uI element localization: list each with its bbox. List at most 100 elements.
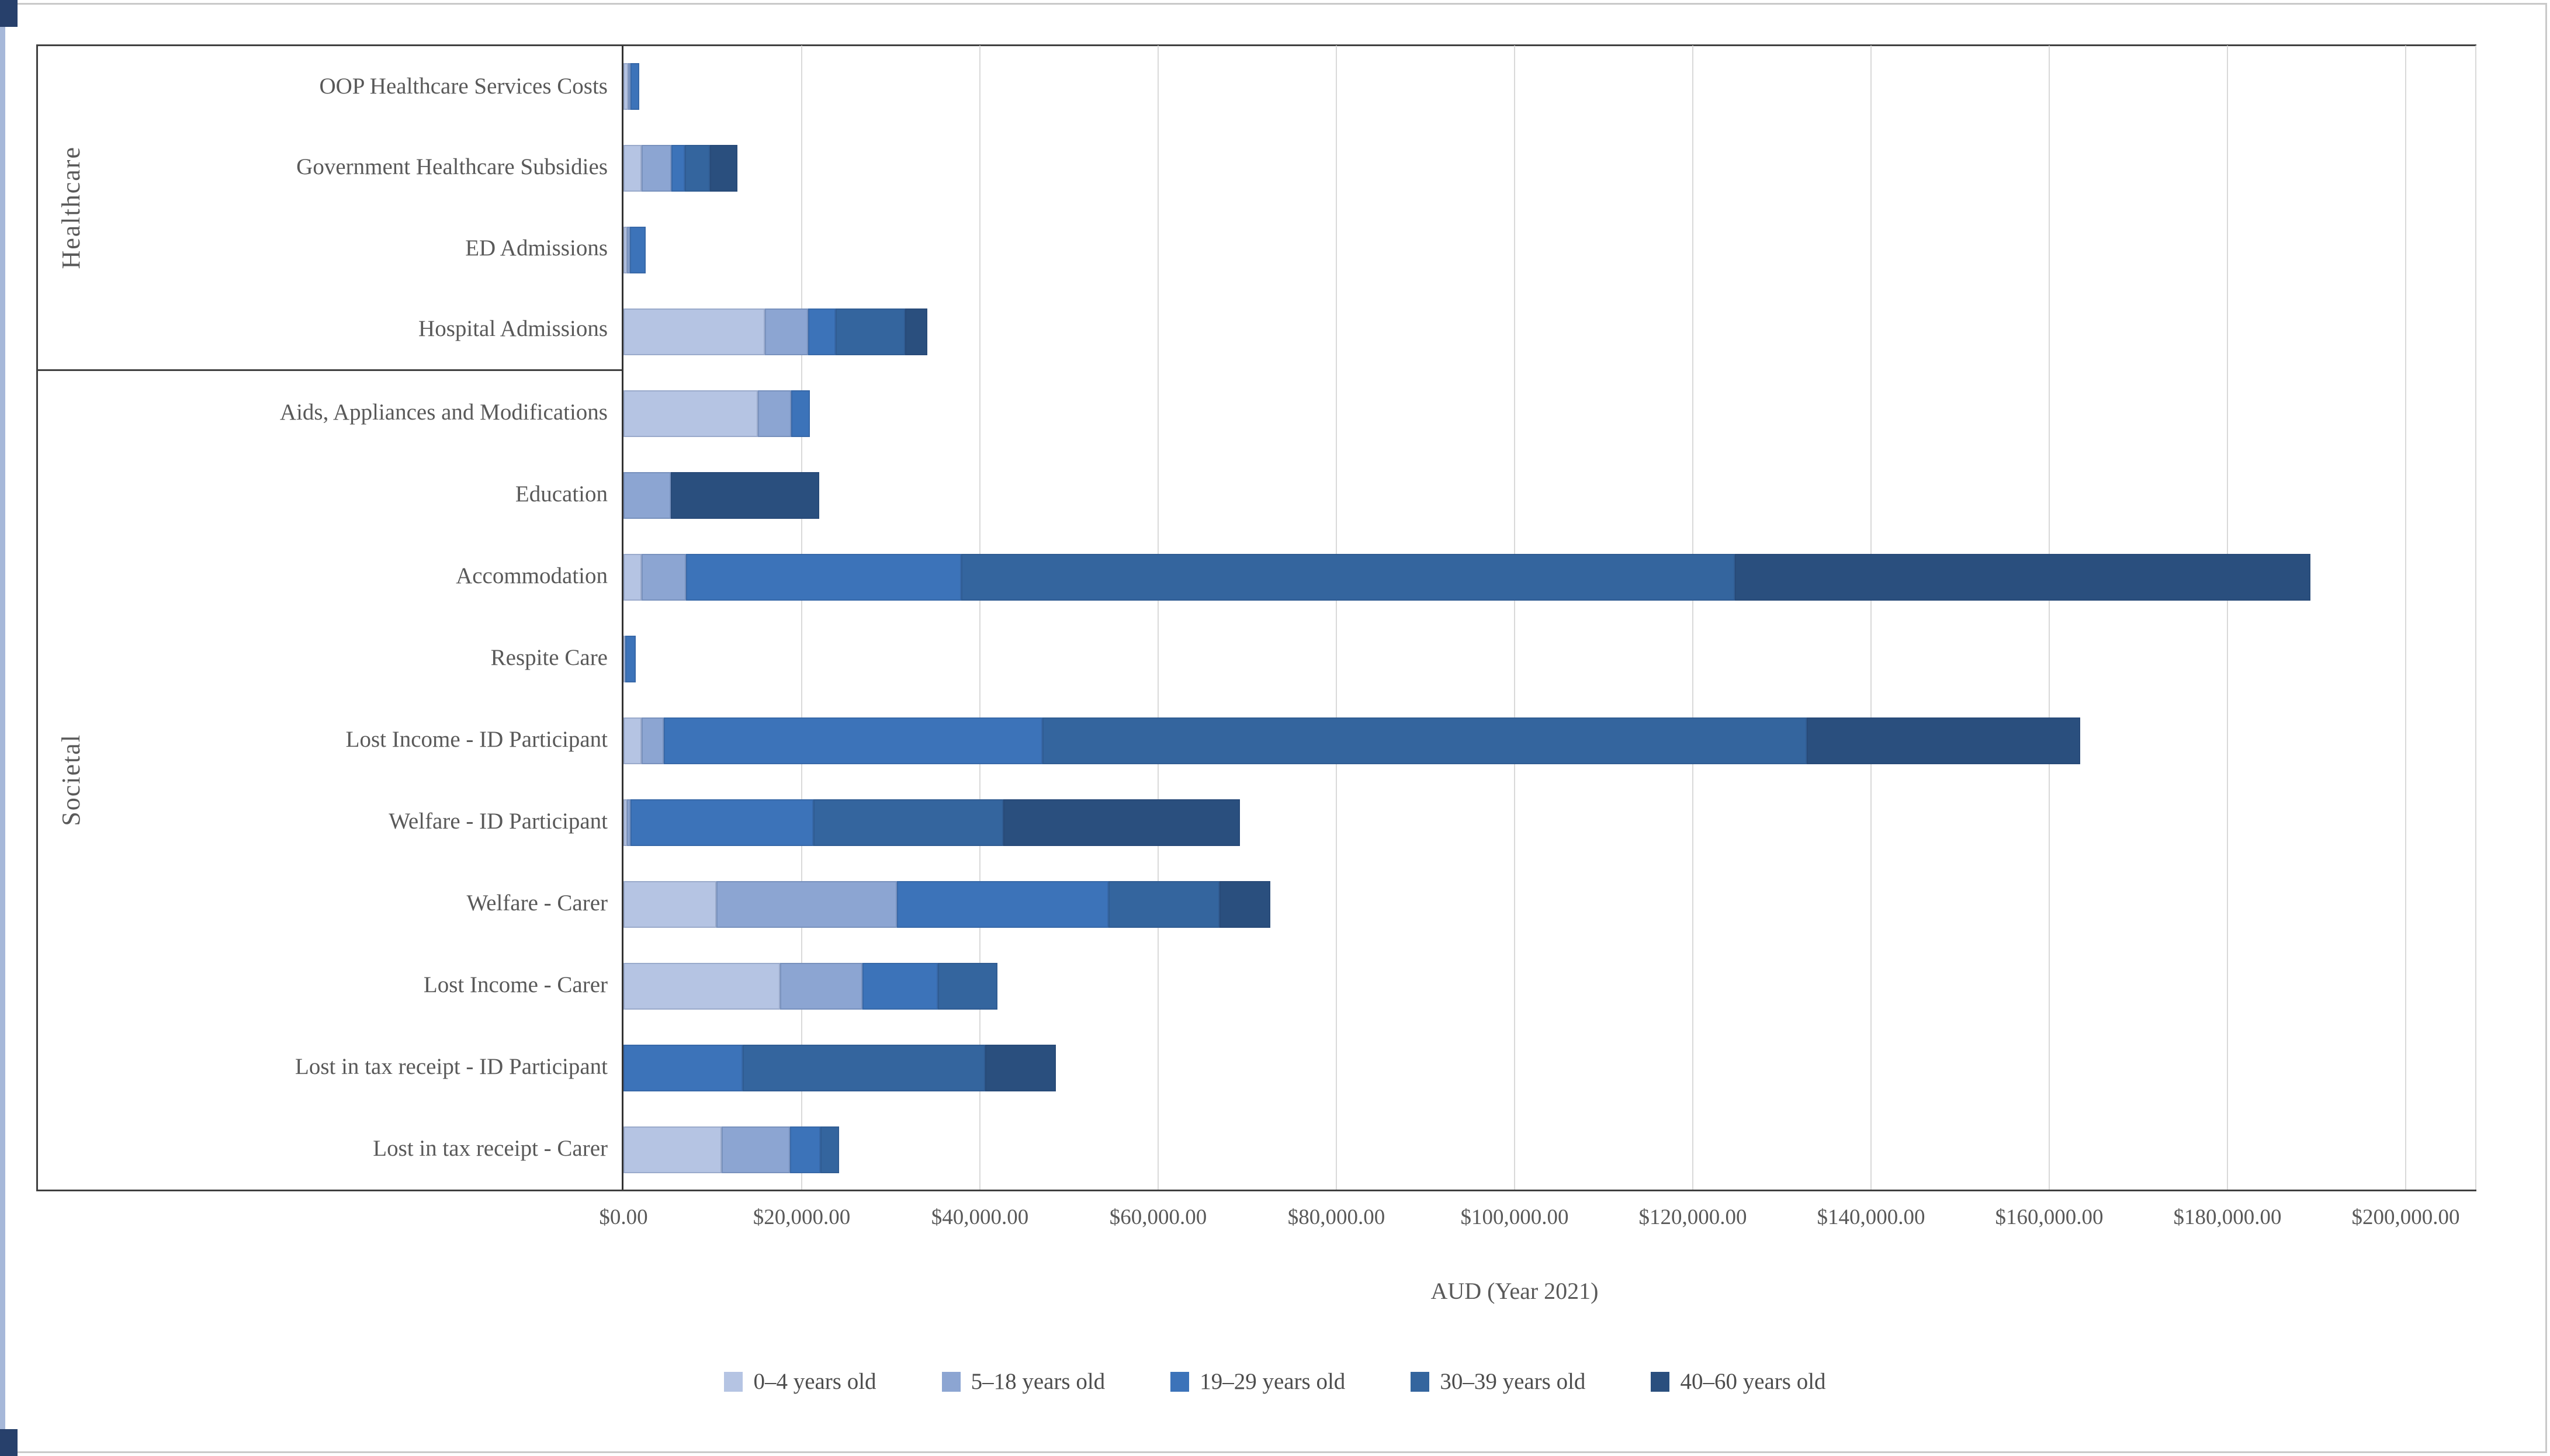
bar-segment	[716, 881, 898, 928]
x-tick-label: $40,000.00	[931, 1205, 1029, 1229]
bar-segment	[1219, 881, 1271, 928]
legend-item: 30–39 years old	[1411, 1368, 1585, 1395]
bar-segment	[623, 881, 716, 928]
x-tick-label: $60,000.00	[1109, 1205, 1207, 1229]
group-section: Societal Aids, Appliances and Modificatio…	[38, 371, 622, 1189]
bar-segment	[623, 63, 628, 110]
category-label: Lost in tax receipt - ID Participant	[295, 1053, 608, 1079]
category-label: Hospital Admissions	[418, 316, 608, 342]
legend-swatch-icon	[724, 1371, 743, 1392]
bar-segment	[629, 227, 646, 273]
legend: 0–4 years old 5–18 years old 19–29 years o…	[0, 1368, 2550, 1395]
legend-item: 40–60 years old	[1651, 1368, 1826, 1395]
category-label: Lost Income - ID Participant	[345, 726, 608, 752]
legend-label: 5–18 years old	[971, 1369, 1106, 1394]
bar-segment	[641, 145, 672, 192]
x-axis-line	[36, 1190, 2476, 1191]
bar-segment	[641, 554, 686, 601]
gridline	[1870, 46, 1872, 1190]
x-tick-label: $20,000.00	[753, 1205, 851, 1229]
bar-segment	[743, 1045, 986, 1091]
category-label: Education	[515, 481, 608, 507]
bar-segment	[813, 799, 1003, 846]
legend-swatch-icon	[1651, 1371, 1670, 1392]
plot-right-border	[2475, 46, 2476, 1190]
bar-segment	[808, 308, 836, 355]
page-corner-bottom	[0, 1429, 18, 1456]
bar-segment	[1807, 717, 2081, 764]
bar-segment	[623, 554, 642, 601]
value-axis-zero-line	[622, 46, 623, 1190]
category-label-box: Healthcare OOP Healthcare Services Costs G…	[36, 46, 622, 1190]
bar-segment	[1042, 717, 1807, 764]
legend-label: 40–60 years old	[1680, 1369, 1826, 1394]
bar-segment	[625, 636, 636, 682]
gridline	[1692, 46, 1693, 1190]
gridline	[979, 46, 980, 1190]
bar-segment	[790, 1126, 821, 1173]
bar-segment	[765, 308, 808, 355]
gridline	[1336, 46, 1337, 1190]
bar-segment	[623, 799, 628, 846]
bar-segment	[897, 881, 1108, 928]
category-label: Respite Care	[490, 644, 608, 670]
category-label: ED Admissions	[465, 235, 608, 261]
bar-segment	[685, 554, 961, 601]
bar-segment	[938, 963, 998, 1010]
category-column: Aids, Appliances and Modifications Educat…	[103, 371, 622, 1189]
category-label: Aids, Appliances and Modifications	[279, 399, 608, 425]
x-tick-label: $160,000.00	[1995, 1205, 2104, 1229]
bar-segment	[1003, 799, 1241, 846]
x-tick-label: $80,000.00	[1287, 1205, 1385, 1229]
gridline	[1514, 46, 1515, 1190]
gridline	[2227, 46, 2228, 1190]
bar-segment	[641, 717, 664, 764]
bar-segment	[630, 799, 813, 846]
bar-segment	[791, 390, 810, 437]
bar-segment	[630, 63, 640, 110]
legend-item: 19–29 years old	[1170, 1368, 1345, 1395]
legend-swatch-icon	[1170, 1371, 1190, 1392]
bar-segment	[623, 308, 765, 355]
gridline	[2049, 46, 2050, 1190]
bar-segment	[905, 308, 928, 355]
x-tick-label: $200,000.00	[2351, 1205, 2460, 1229]
gridline	[1158, 46, 1159, 1190]
category-label: Welfare - ID Participant	[389, 808, 608, 834]
bar-segment	[623, 1045, 743, 1091]
gridline	[801, 46, 802, 1190]
category-label: Welfare - Carer	[466, 890, 608, 916]
bar-segment	[671, 145, 685, 192]
category-label: Lost in tax receipt - Carer	[373, 1135, 608, 1161]
bar-segment	[623, 227, 628, 273]
bar-segment	[820, 1126, 840, 1173]
bar-segment	[623, 472, 671, 519]
group-label: Societal	[56, 734, 85, 826]
bar-segment	[758, 390, 791, 437]
bar-segment	[835, 308, 905, 355]
bar-segment	[670, 472, 820, 519]
bar-segment	[623, 717, 642, 764]
legend-swatch-icon	[1411, 1371, 1430, 1392]
page-left-edge-strip	[0, 0, 5, 1456]
group-label-cell: Societal	[38, 371, 103, 1189]
page-corner-top	[0, 0, 18, 27]
bar-segment	[623, 636, 626, 682]
category-label: Lost Income - Carer	[423, 972, 608, 997]
x-tick-label: $120,000.00	[1638, 1205, 1747, 1229]
bar-segment	[627, 799, 631, 846]
bar-segment	[685, 145, 710, 192]
group-section: Healthcare OOP Healthcare Services Costs G…	[38, 46, 622, 371]
bar-segment	[623, 963, 781, 1010]
legend-label: 0–4 years old	[753, 1369, 876, 1394]
group-label-cell: Healthcare	[38, 46, 103, 369]
x-tick-label: $140,000.00	[1817, 1205, 1925, 1229]
legend-item: 5–18 years old	[941, 1368, 1106, 1395]
bar-segment	[985, 1045, 1056, 1091]
bar-segment	[627, 227, 630, 273]
bar-segment	[1108, 881, 1220, 928]
legend-label: 19–29 years old	[1200, 1369, 1346, 1394]
bar-segment	[628, 63, 631, 110]
category-label: Accommodation	[456, 563, 608, 588]
